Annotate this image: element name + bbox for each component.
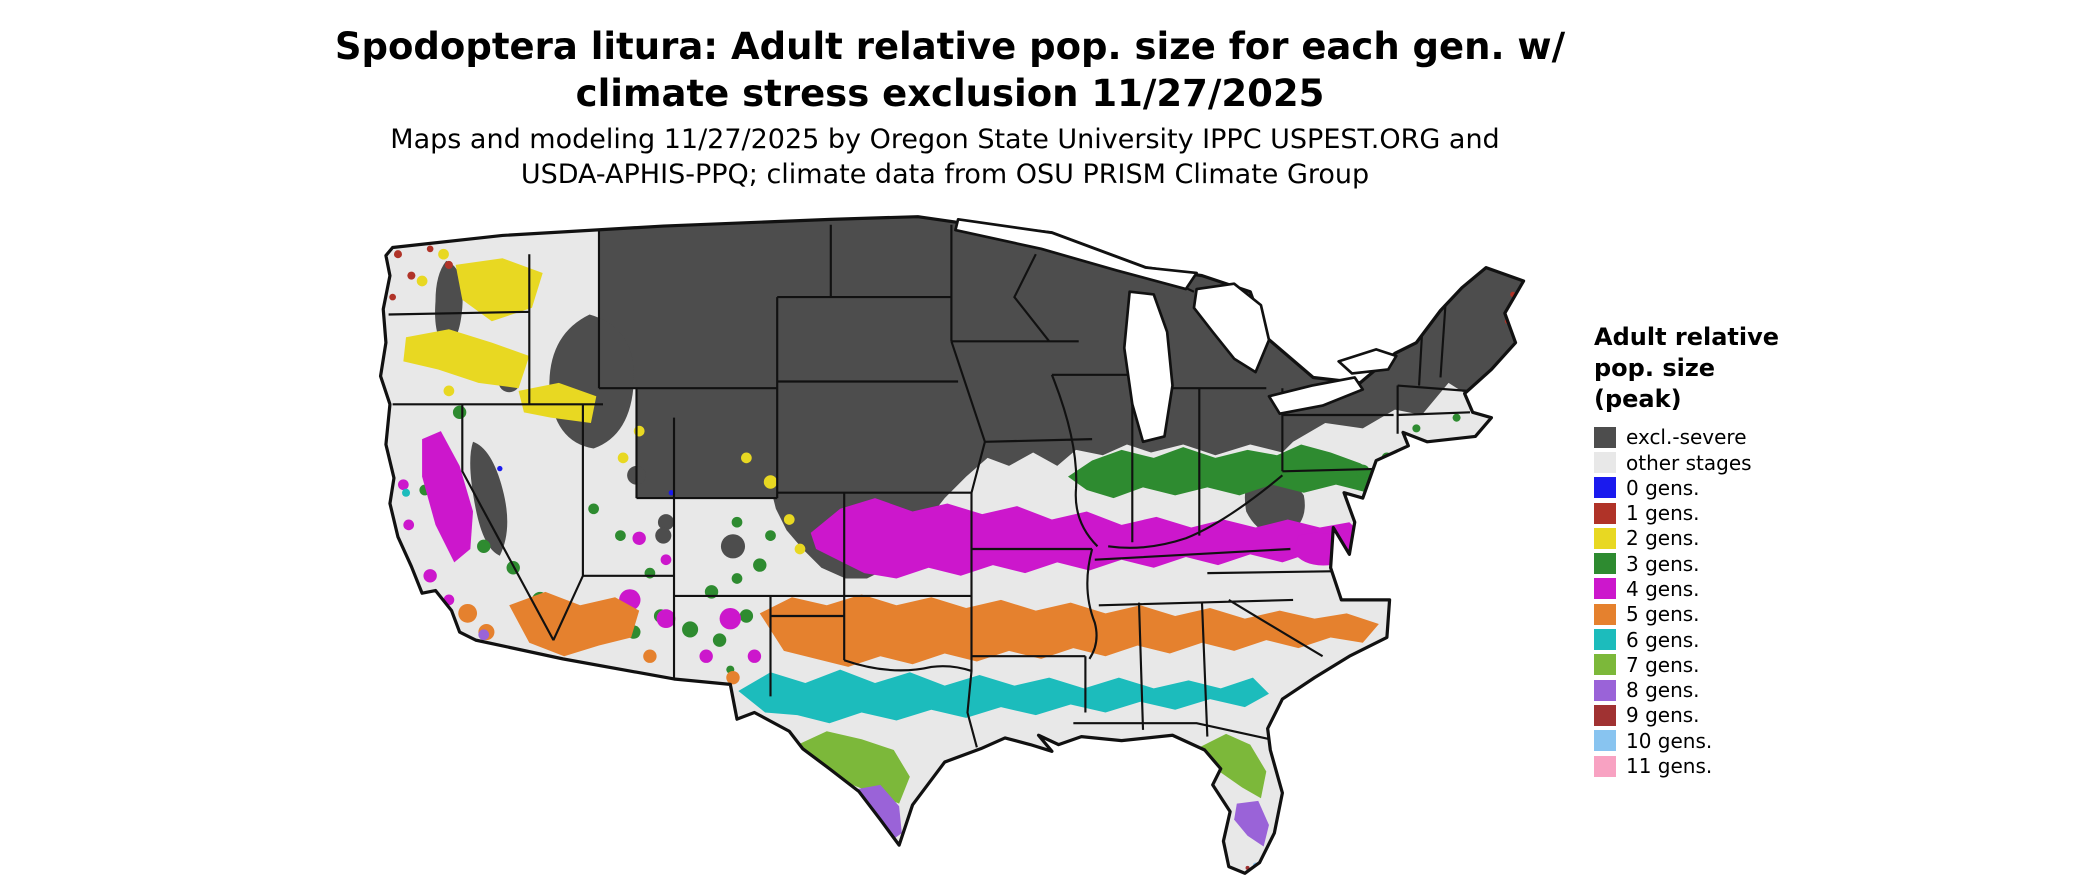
legend-title: Adult relative pop. size (peak) bbox=[1594, 323, 1780, 414]
legend-label: 6 gens. bbox=[1626, 627, 1700, 652]
legend-items: excl.-severe other stages 0 gens. 1 gens… bbox=[1594, 425, 1779, 779]
page-title: Spodoptera litura: Adult relative pop. s… bbox=[0, 24, 1900, 118]
gen6-areas bbox=[402, 488, 1269, 724]
lake-ontario bbox=[1337, 348, 1398, 375]
legend-label: 8 gens. bbox=[1626, 678, 1700, 703]
legend-item: excl.-severe bbox=[1594, 425, 1779, 450]
us-map-svg bbox=[378, 215, 1526, 875]
legend-item: 4 gens. bbox=[1594, 576, 1779, 601]
great-lakes bbox=[954, 218, 1398, 444]
legend-item: 0 gens. bbox=[1594, 475, 1779, 500]
legend-swatch-7-gens bbox=[1594, 654, 1616, 676]
legend-label: excl.-severe bbox=[1626, 425, 1747, 450]
legend-swatch-10-gens bbox=[1594, 730, 1616, 752]
map-legend: Adult relative pop. size (peak) excl.-se… bbox=[1594, 322, 1779, 779]
legend-label: 3 gens. bbox=[1626, 551, 1700, 576]
subtitle-line-1: Maps and modeling 11/27/2025 by Oregon S… bbox=[390, 124, 1500, 155]
lake-michigan bbox=[1122, 290, 1174, 444]
legend-item: 2 gens. bbox=[1594, 526, 1779, 551]
title-line-2: climate stress exclusion 11/27/2025 bbox=[575, 71, 1325, 115]
legend-item: 6 gens. bbox=[1594, 627, 1779, 652]
legend-swatch-2-gens bbox=[1594, 527, 1616, 549]
us-outline bbox=[378, 215, 1526, 875]
legend-item: 11 gens. bbox=[1594, 753, 1779, 778]
legend-item: 3 gens. bbox=[1594, 551, 1779, 576]
legend-swatch-8-gens bbox=[1594, 679, 1616, 701]
gen0-areas bbox=[497, 465, 675, 496]
legend-item: 8 gens. bbox=[1594, 678, 1779, 703]
legend-label: 4 gens. bbox=[1626, 576, 1700, 601]
us-map bbox=[328, 214, 1548, 884]
legend-swatch-4-gens bbox=[1594, 578, 1616, 600]
legend-item: 1 gens. bbox=[1594, 500, 1779, 525]
lake-superior bbox=[954, 218, 1198, 291]
lake-huron bbox=[1192, 282, 1271, 374]
legend-item: other stages bbox=[1594, 450, 1779, 475]
legend-label: other stages bbox=[1626, 450, 1752, 475]
page-subtitle: Maps and modeling 11/27/2025 by Oregon S… bbox=[0, 122, 1890, 192]
lake-erie bbox=[1267, 376, 1365, 415]
gen2-areas bbox=[403, 248, 806, 555]
legend-item: 9 gens. bbox=[1594, 703, 1779, 728]
legend-swatch-3-gens bbox=[1594, 553, 1616, 575]
legend-swatch-other-stages bbox=[1594, 452, 1616, 473]
legend-label: 9 gens. bbox=[1626, 703, 1700, 728]
map-fill-layers bbox=[380, 216, 1524, 874]
legend-swatch-1-gens bbox=[1594, 502, 1616, 524]
legend-swatch-11-gens bbox=[1594, 755, 1616, 777]
legend-swatch-5-gens bbox=[1594, 603, 1616, 625]
legend-item: 7 gens. bbox=[1594, 652, 1779, 677]
title-line-1: Spodoptera litura: Adult relative pop. s… bbox=[334, 25, 1566, 68]
legend-swatch-6-gens bbox=[1594, 629, 1616, 651]
legend-label: 11 gens. bbox=[1626, 754, 1713, 779]
legend-label: 2 gens. bbox=[1626, 526, 1700, 551]
legend-item: 5 gens. bbox=[1594, 602, 1779, 627]
legend-label: 10 gens. bbox=[1626, 728, 1713, 753]
legend-swatch-0-gens bbox=[1594, 477, 1616, 499]
legend-label: 0 gens. bbox=[1626, 475, 1700, 500]
legend-swatch-excl-severe bbox=[1594, 426, 1616, 448]
legend-swatch-9-gens bbox=[1594, 704, 1616, 726]
legend-item: 10 gens. bbox=[1594, 728, 1779, 753]
subtitle-line-2: USDA-APHIS-PPQ; climate data from OSU PR… bbox=[520, 159, 1370, 191]
legend-label: 5 gens. bbox=[1626, 602, 1700, 627]
legend-label: 7 gens. bbox=[1626, 652, 1700, 677]
legend-label: 1 gens. bbox=[1626, 501, 1700, 526]
state-borders bbox=[388, 224, 1471, 748]
